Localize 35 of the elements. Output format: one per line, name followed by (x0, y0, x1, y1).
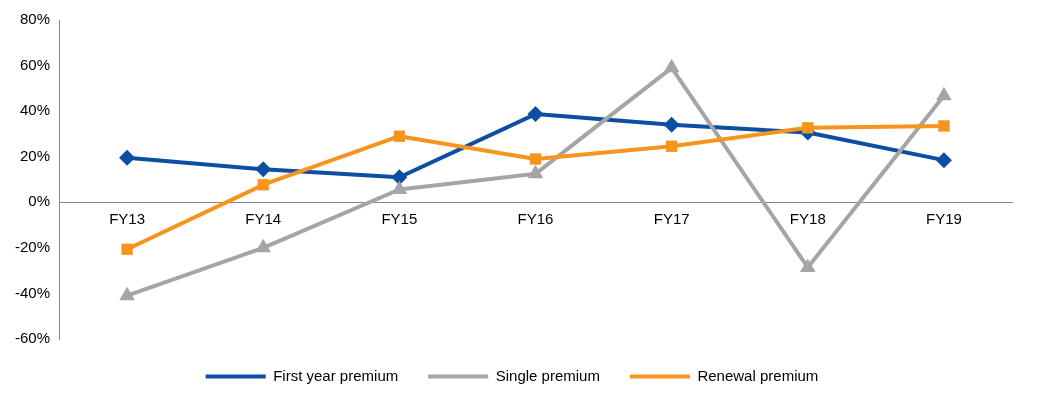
point (255, 161, 272, 178)
x-tick-label: FY17 (653, 210, 690, 228)
x-tick-label: FY19 (926, 210, 962, 228)
y-tick-label: -60% (14, 329, 51, 347)
y-tick-label: -20% (14, 238, 51, 255)
point (529, 153, 542, 165)
x-tick-label: FY18 (789, 210, 826, 228)
x-tick-label: FY15 (381, 210, 418, 228)
legend-label: Renewal premium (697, 366, 819, 384)
legend-label: Single premium (495, 366, 600, 384)
point (935, 152, 952, 169)
point (121, 243, 133, 255)
y-tick-label: 20% (19, 146, 51, 164)
y-tick-label: 0% (28, 192, 51, 210)
point (665, 140, 678, 152)
y-tick-label: 60% (19, 55, 51, 73)
point (527, 106, 544, 123)
y-tick-label: 40% (19, 101, 51, 119)
point (119, 286, 135, 301)
point (800, 258, 816, 272)
point (527, 164, 544, 179)
point (255, 238, 272, 253)
point (119, 149, 136, 166)
legend-label: First year premium (273, 366, 399, 384)
point (257, 179, 269, 191)
x-tick-label: FY16 (517, 210, 554, 228)
x-tick-label: FY13 (109, 210, 146, 228)
point (663, 116, 680, 133)
x-tick-label: FY14 (245, 210, 282, 228)
point (802, 122, 814, 134)
y-tick-label: -40% (14, 283, 51, 301)
y-tick-label: 80% (19, 10, 51, 28)
point (393, 130, 406, 142)
point (938, 120, 950, 132)
point (391, 169, 408, 186)
